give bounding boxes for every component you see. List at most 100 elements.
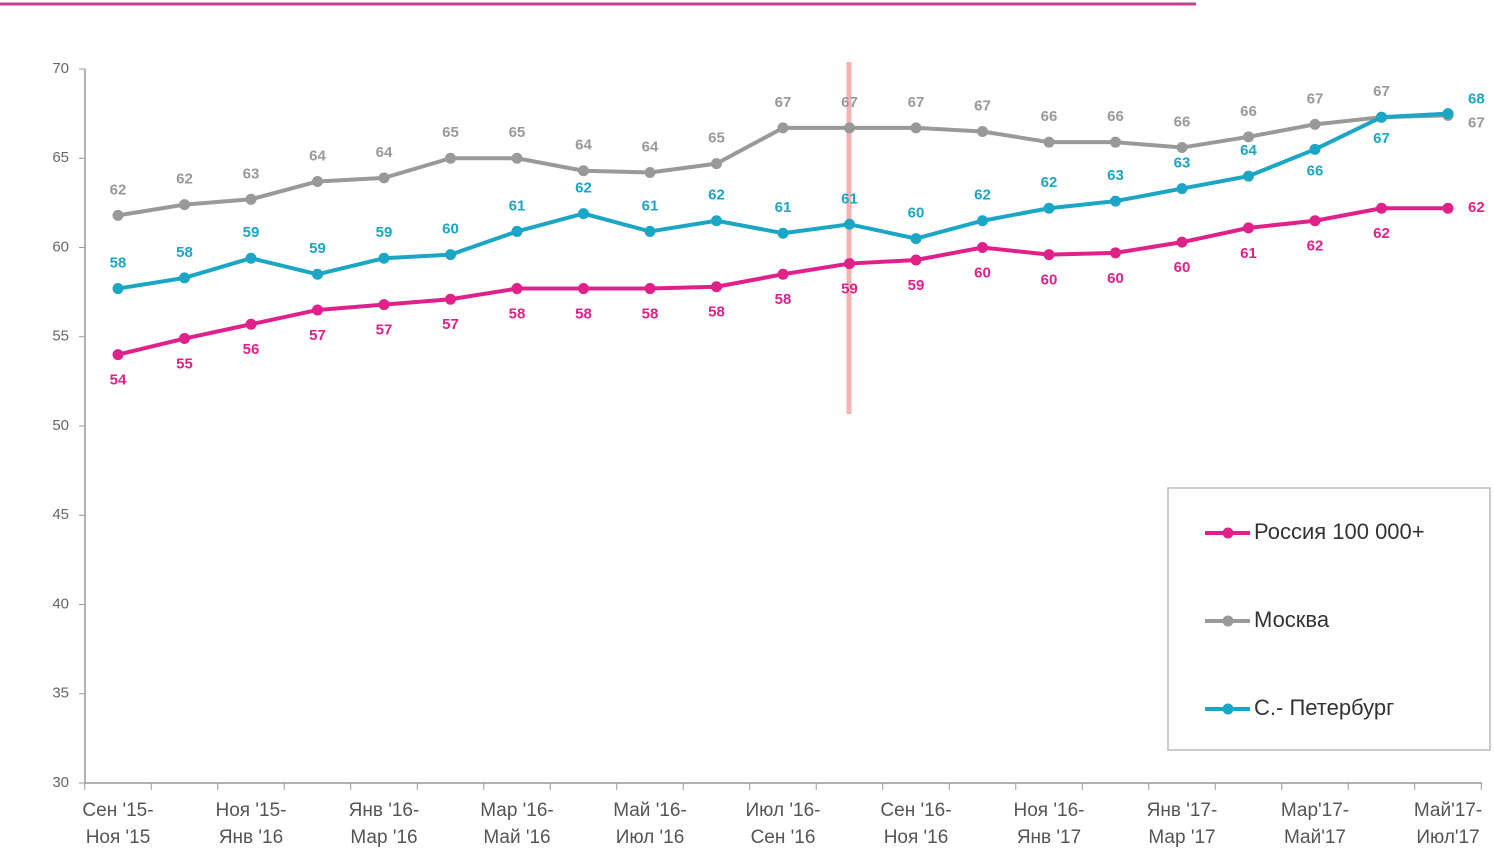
x-tick-label-line: Мар '16 bbox=[350, 827, 417, 848]
value-label: 62 bbox=[110, 181, 127, 198]
value-label: 60 bbox=[1107, 270, 1124, 287]
y-tick-label: 70 bbox=[52, 60, 69, 77]
point bbox=[711, 215, 722, 227]
point bbox=[910, 254, 922, 266]
value-label: 67 bbox=[1307, 90, 1324, 107]
value-label: 64 bbox=[1240, 142, 1257, 159]
point bbox=[245, 193, 257, 205]
x-tick-label: Янв '17- Мар '17 bbox=[1147, 800, 1218, 848]
point bbox=[844, 122, 855, 134]
x-tick-label-line: Янв '16 bbox=[219, 827, 283, 848]
value-label: 67 bbox=[775, 94, 792, 111]
value-label: 65 bbox=[442, 124, 459, 141]
value-label: 62 bbox=[1307, 238, 1324, 255]
point bbox=[511, 225, 523, 237]
x-tick-label: Мар '16- Май '16 bbox=[480, 800, 554, 848]
point bbox=[445, 249, 456, 261]
value-label: 61 bbox=[775, 199, 792, 216]
value-label: 67 bbox=[908, 94, 925, 111]
point bbox=[445, 152, 456, 164]
x-tick-label-line: Май '16- bbox=[613, 800, 687, 821]
value-label: 59 bbox=[376, 224, 393, 241]
value-label: 67 bbox=[1468, 114, 1485, 131]
legend-dot bbox=[1222, 615, 1234, 627]
value-label: 67 bbox=[841, 94, 858, 111]
value-label: 61 bbox=[841, 190, 858, 207]
point bbox=[1376, 111, 1387, 123]
point bbox=[1442, 202, 1454, 214]
value-label: 67 bbox=[1373, 130, 1390, 147]
point bbox=[1243, 131, 1254, 143]
value-label: 68 bbox=[1468, 91, 1485, 108]
value-label: 59 bbox=[243, 224, 260, 241]
value-label: 58 bbox=[176, 244, 193, 261]
point bbox=[977, 215, 988, 227]
value-label: 57 bbox=[442, 316, 459, 333]
x-tick-label-line: Май'17 bbox=[1284, 827, 1346, 848]
y-tick-label: 45 bbox=[52, 506, 69, 523]
value-label: 60 bbox=[1174, 259, 1191, 276]
point bbox=[777, 268, 789, 280]
point bbox=[777, 122, 789, 134]
value-label: 63 bbox=[1107, 167, 1124, 184]
value-label: 62 bbox=[1468, 199, 1485, 216]
x-tick-label: Ноя '15- Янв '16 bbox=[216, 800, 287, 848]
x-tick-label-line: Сен '15- bbox=[82, 800, 153, 821]
point bbox=[1309, 215, 1321, 227]
y-tick-label: 50 bbox=[52, 417, 69, 434]
legend-label: Москва bbox=[1254, 607, 1330, 632]
value-label: 56 bbox=[243, 341, 260, 358]
value-label: 63 bbox=[1174, 155, 1191, 172]
value-label: 60 bbox=[1041, 272, 1058, 289]
point bbox=[1176, 142, 1188, 154]
point bbox=[977, 125, 988, 137]
point bbox=[1243, 222, 1254, 234]
x-tick-label-line: Май'17- bbox=[1414, 800, 1482, 821]
value-label: 54 bbox=[110, 372, 127, 389]
point bbox=[644, 225, 656, 237]
point bbox=[977, 242, 988, 253]
value-label: 55 bbox=[176, 356, 193, 373]
x-tick-label: Мар'17- Май'17 bbox=[1281, 800, 1349, 848]
point bbox=[578, 208, 589, 220]
x-tick-label-line: Янв '16- bbox=[349, 800, 420, 821]
value-label: 61 bbox=[642, 197, 659, 214]
point bbox=[1110, 247, 1121, 259]
point bbox=[711, 281, 722, 293]
value-label: 62 bbox=[1373, 225, 1390, 242]
value-label: 64 bbox=[309, 147, 326, 164]
value-label: 58 bbox=[708, 304, 725, 321]
point bbox=[1043, 249, 1055, 261]
value-label: 62 bbox=[708, 187, 725, 204]
value-label: 60 bbox=[974, 264, 991, 281]
point bbox=[511, 283, 523, 295]
x-tick-label-line: Сен '16- bbox=[880, 800, 951, 821]
x-tick-label: Сен '16- Ноя '16 bbox=[880, 800, 951, 848]
point bbox=[179, 199, 190, 211]
x-tick-label-line: Мар '17 bbox=[1148, 827, 1215, 848]
value-label: 62 bbox=[1041, 174, 1058, 191]
point bbox=[578, 283, 589, 295]
point bbox=[1376, 202, 1387, 214]
point bbox=[578, 165, 589, 177]
point bbox=[844, 258, 855, 270]
x-tick-label-line: Ноя '16 bbox=[884, 827, 949, 848]
value-label: 60 bbox=[908, 205, 925, 222]
point bbox=[378, 252, 390, 264]
point bbox=[112, 349, 124, 361]
value-label: 64 bbox=[575, 137, 592, 154]
value-label: 61 bbox=[1240, 245, 1257, 262]
point bbox=[1243, 170, 1254, 182]
x-tick-label-line: Ноя '16- bbox=[1014, 800, 1085, 821]
y-tick-label: 55 bbox=[52, 328, 69, 345]
value-label: 66 bbox=[1174, 114, 1191, 131]
value-label: 58 bbox=[110, 255, 127, 272]
point bbox=[378, 172, 390, 184]
x-tick-label-line: Июл'17 bbox=[1416, 827, 1479, 848]
value-label: 66 bbox=[1240, 103, 1257, 120]
value-label: 62 bbox=[575, 180, 592, 197]
value-label: 62 bbox=[974, 187, 991, 204]
x-tick-label-line: Янв '17- bbox=[1147, 800, 1218, 821]
y-tick-label: 65 bbox=[52, 149, 69, 166]
